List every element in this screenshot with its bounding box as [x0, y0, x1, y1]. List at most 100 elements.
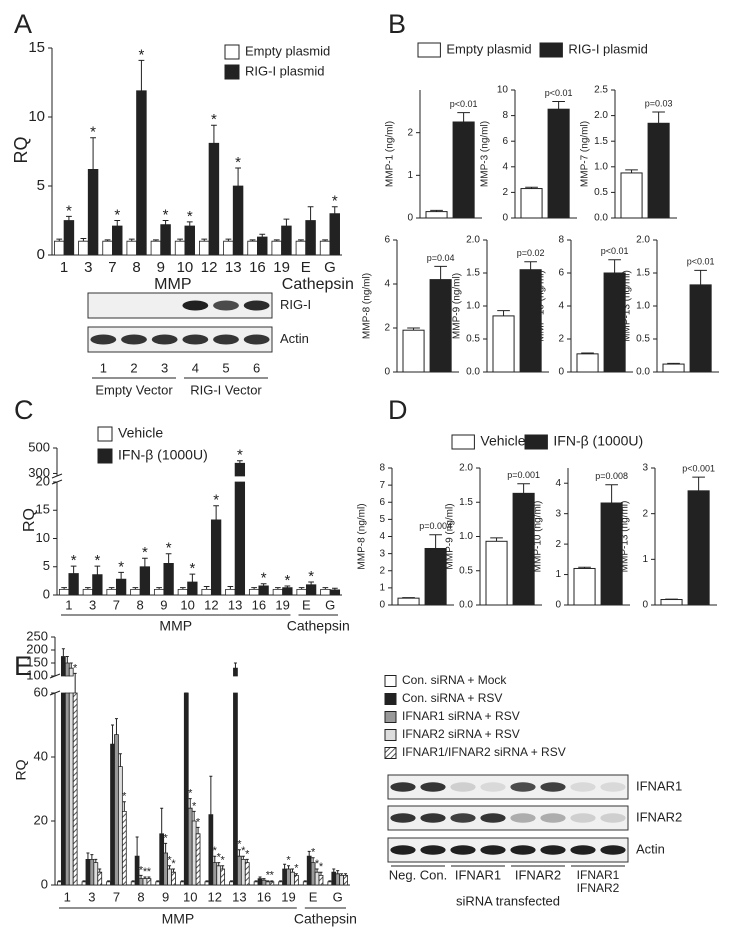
blot-group-label: Empty Vector — [95, 382, 173, 397]
bar — [265, 881, 271, 886]
lane-label: 5 — [222, 360, 229, 375]
y-tick-label: 0 — [43, 586, 50, 601]
y-tick-label: 6 — [379, 497, 385, 508]
bar — [201, 588, 212, 596]
y-tick-label: 10 — [497, 85, 509, 96]
x-tick-label: 13 — [225, 259, 242, 276]
legend-label: Con. siRNA + RSV — [402, 691, 502, 705]
bar — [208, 814, 214, 886]
bar — [327, 881, 333, 886]
y-tick-label: 1.0 — [636, 301, 650, 312]
blot-band — [243, 300, 270, 311]
lane-label: 2 — [130, 360, 137, 375]
bar — [60, 656, 66, 886]
bar — [339, 875, 345, 886]
lane-label: IFNAR2 — [577, 881, 620, 895]
lane-label: 3 — [161, 360, 168, 375]
significance-mark: * — [166, 540, 172, 557]
y-tick-label: 7 — [379, 480, 385, 491]
panel-letter: C — [14, 395, 34, 425]
blot-group-label: RIG-I Vector — [190, 382, 262, 397]
y-axis-label: MMP-8 (ng/ml) — [362, 273, 373, 339]
error-bar — [336, 870, 340, 874]
error-bar — [227, 586, 234, 590]
x-tick-label: 12 — [204, 597, 218, 612]
bar — [106, 588, 117, 596]
significance-mark: * — [142, 544, 148, 561]
significance-mark: * — [189, 560, 195, 577]
y-tick-label: 2 — [379, 565, 385, 576]
p-value: p=0.04 — [427, 253, 455, 263]
error-bar — [287, 865, 291, 869]
error-bar — [307, 206, 314, 221]
legend-label: Con. siRNA + Mock — [402, 673, 507, 687]
y-tick-label: 0 — [502, 213, 508, 224]
bar — [320, 588, 331, 596]
bar — [187, 807, 193, 886]
error-bar — [322, 587, 329, 590]
significance-mark: * — [163, 206, 169, 223]
error-bar — [65, 656, 69, 663]
x-tick-label: 1 — [60, 259, 68, 276]
significance-mark: * — [118, 558, 124, 575]
legend-swatch — [224, 44, 240, 60]
y-tick-label: 1 — [379, 583, 385, 594]
error-bar — [430, 209, 443, 212]
bar — [110, 743, 115, 886]
blot-band — [540, 845, 566, 855]
error-bar — [82, 880, 86, 882]
x-tick-label: 7 — [113, 597, 120, 612]
bar — [295, 240, 307, 256]
error-bar — [237, 849, 241, 857]
lane-label: 4 — [192, 360, 199, 375]
blot-band — [450, 782, 476, 792]
error-bar — [692, 476, 705, 491]
group-label: Cathepsin — [294, 911, 357, 927]
y-tick-label: 0 — [555, 600, 561, 611]
y-tick-label: 60 — [34, 684, 48, 699]
blot-band — [390, 782, 416, 792]
axis-break — [49, 673, 61, 696]
bar — [138, 878, 144, 886]
blot-band — [390, 845, 416, 855]
error-bar — [294, 873, 298, 876]
bar — [184, 225, 195, 256]
x-tick-label: 9 — [157, 259, 165, 276]
bar — [425, 211, 448, 219]
y-axis-label: MMP-10 (ng/ml) — [536, 270, 547, 342]
error-bar — [209, 775, 213, 815]
y-tick-label: 250 — [26, 628, 48, 643]
bar — [318, 875, 324, 886]
blot-band — [420, 813, 446, 823]
error-bar — [168, 865, 172, 869]
blot-row-label: Actin — [636, 841, 665, 856]
y-tick-label: 100 — [26, 667, 48, 682]
bar — [82, 588, 94, 596]
p-value: p=0.02 — [517, 248, 545, 258]
y-tick-label: 0 — [558, 367, 564, 378]
legend-label: Empty plasmid — [446, 41, 531, 56]
blot-strip — [87, 292, 273, 319]
error-bar — [104, 239, 111, 242]
blot-band — [213, 300, 239, 311]
error-bar — [171, 868, 175, 873]
significance-mark: * — [171, 858, 176, 870]
y-tick-label: 40 — [34, 748, 48, 763]
significance-mark: * — [211, 111, 217, 128]
error-bar — [156, 880, 160, 882]
error-bar — [132, 587, 139, 590]
p-value: p<0.01 — [450, 99, 478, 109]
bar — [305, 584, 317, 596]
error-bar — [138, 59, 145, 91]
bar — [225, 588, 236, 596]
error-bar — [605, 484, 618, 504]
legend-swatch — [417, 42, 441, 58]
panel-letter: A — [14, 9, 32, 39]
significance-mark: * — [94, 552, 100, 569]
y-axis-label: MMP-9 (ng/ml) — [445, 503, 456, 569]
y-axis-label: MMP-1 (ng/ml) — [385, 121, 396, 187]
bar — [402, 329, 425, 373]
y-tick-label: 1.0 — [459, 531, 473, 542]
bar — [150, 240, 162, 256]
legend-label: Vehicle — [118, 425, 163, 441]
